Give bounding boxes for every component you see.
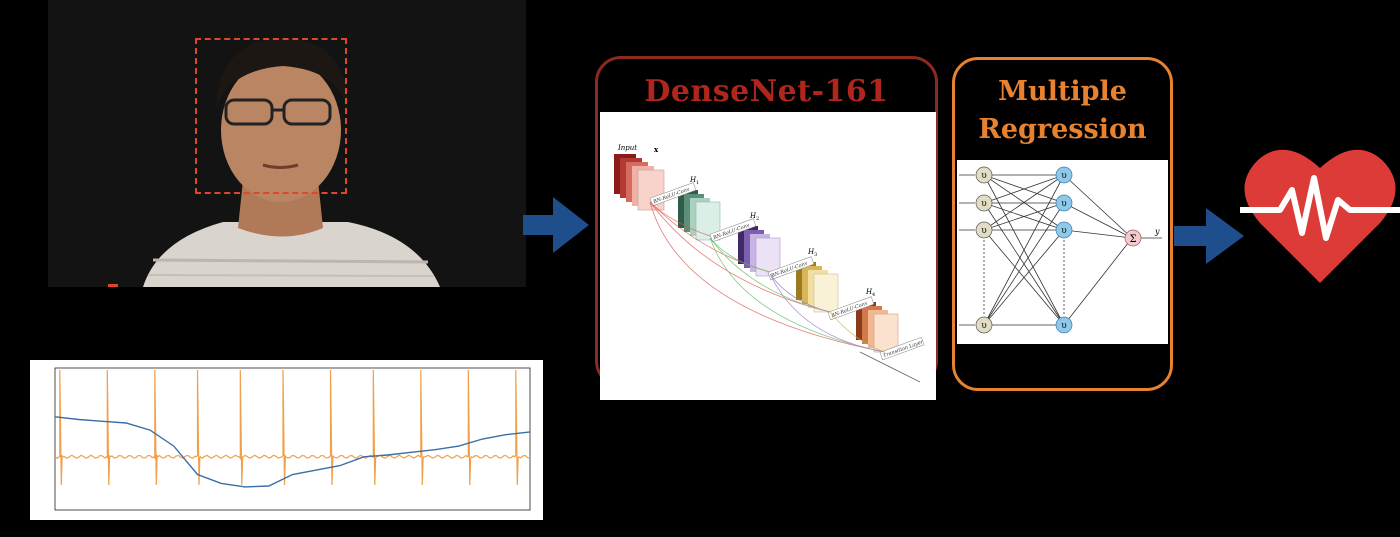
arrow-right-icon-1 — [523, 197, 589, 253]
layer-index-4: 4 — [872, 292, 875, 298]
output-label: y — [1154, 227, 1160, 236]
x0-label: x — [654, 145, 659, 154]
layer-label-2: H — [749, 212, 757, 220]
densenet-diagram: Input x H 1 H 2 H 3 — [600, 112, 936, 400]
input-label: Input — [617, 144, 637, 152]
signal-plot — [30, 360, 543, 520]
sum-node — [1124, 229, 1142, 247]
input-nodes — [975, 166, 993, 334]
heart-rate-icon — [1240, 149, 1400, 283]
hidden-nodes — [1055, 166, 1073, 334]
ecg-series-line — [54, 369, 531, 486]
hidden-node-label-4: υ — [1061, 321, 1067, 331]
rppg-series-line — [54, 416, 531, 488]
regression-title-line1: Multiple — [998, 76, 1127, 107]
subject-face-image — [48, 0, 526, 287]
input-node-label-2: υ — [981, 199, 987, 209]
regression-title-line2: Regression — [978, 114, 1147, 145]
layer-label-1: H — [689, 176, 697, 184]
input-node-label-1: υ — [981, 171, 987, 181]
input-node-label-4: υ — [981, 321, 987, 331]
dense-block-3 — [796, 262, 839, 313]
densenet-title: DenseNet-161 — [644, 74, 889, 109]
dense-block-2 — [738, 226, 781, 277]
layer-label-4: H — [865, 288, 873, 296]
layer-label-3: H — [807, 248, 815, 256]
input-node-label-3: υ — [981, 226, 987, 236]
hidden-node-label-3: υ — [1061, 226, 1067, 236]
sum-symbol: Σ — [1129, 234, 1136, 245]
network-edges — [959, 174, 1162, 326]
input-feature-stack — [614, 154, 665, 211]
layer-index-2: 2 — [756, 216, 759, 222]
plot-frame — [54, 367, 531, 511]
dense-block-4 — [856, 302, 899, 353]
video-frame — [48, 0, 526, 287]
layer-index-1: 1 — [696, 180, 699, 186]
regression-network-diagram: υ υ υ υ υ υ υ υ Σ y — [957, 160, 1168, 344]
hidden-node-label-2: υ — [1061, 199, 1067, 209]
dense-connections — [649, 201, 921, 383]
signal-chart — [54, 367, 531, 511]
layer-index-3: 3 — [814, 252, 817, 258]
face-detection-box — [195, 38, 347, 194]
arrow-right-icon-2 — [1174, 208, 1244, 264]
hidden-node-label-1: υ — [1061, 171, 1067, 181]
dense-block-1 — [678, 190, 721, 241]
regression-panel — [952, 57, 1173, 391]
